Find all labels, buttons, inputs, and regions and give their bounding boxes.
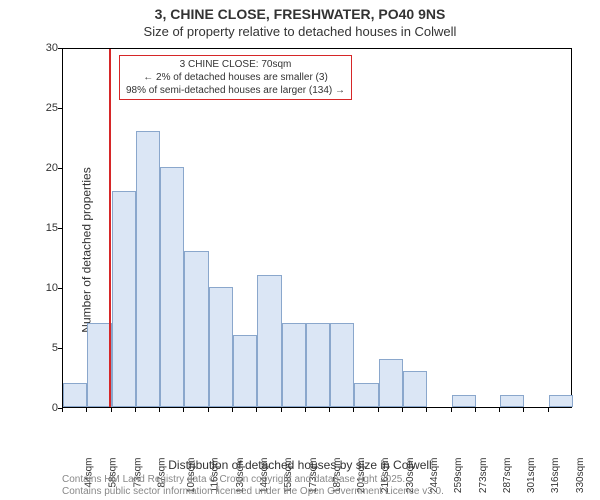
x-tick-mark <box>281 408 282 412</box>
histogram-bar <box>160 167 184 407</box>
x-tick-mark <box>159 408 160 412</box>
annotation-box: 3 CHINE CLOSE: 70sqm← 2% of detached hou… <box>119 55 352 100</box>
y-tick-label: 10 <box>46 282 58 294</box>
histogram-bar <box>354 383 378 407</box>
histogram-bar <box>87 323 111 407</box>
x-tick-mark <box>208 408 209 412</box>
histogram-bar <box>549 395 573 407</box>
histogram-bar <box>403 371 427 407</box>
x-tick-mark <box>548 408 549 412</box>
x-tick-mark <box>475 408 476 412</box>
histogram-bar <box>136 131 160 407</box>
histogram-bar <box>500 395 524 407</box>
x-tick-mark <box>62 408 63 412</box>
y-tick-label: 20 <box>46 162 58 174</box>
x-tick-mark <box>135 408 136 412</box>
y-tick-mark <box>58 288 62 289</box>
chart-container: 3, CHINE CLOSE, FRESHWATER, PO40 9NS Siz… <box>0 0 600 500</box>
y-tick-mark <box>58 48 62 49</box>
x-tick-mark <box>232 408 233 412</box>
attribution-line: Contains HM Land Registry data © Crown c… <box>62 474 444 486</box>
x-axis-label: Distribution of detached houses by size … <box>0 458 600 472</box>
x-tick-mark <box>451 408 452 412</box>
y-tick-mark <box>58 168 62 169</box>
x-tick-mark <box>426 408 427 412</box>
histogram-bar <box>257 275 281 407</box>
x-tick-mark <box>378 408 379 412</box>
histogram-bar <box>184 251 208 407</box>
y-tick-mark <box>58 108 62 109</box>
histogram-bar <box>63 383 87 407</box>
y-tick-mark <box>58 228 62 229</box>
x-tick-mark <box>353 408 354 412</box>
x-tick-mark <box>499 408 500 412</box>
x-tick-mark <box>523 408 524 412</box>
histogram-bar <box>112 191 136 407</box>
x-tick-mark <box>183 408 184 412</box>
y-tick-mark <box>58 348 62 349</box>
histogram-bar <box>379 359 403 407</box>
y-tick-label: 25 <box>46 102 58 114</box>
attribution-line: Contains public sector information licen… <box>62 486 444 498</box>
histogram-bar <box>282 323 306 407</box>
histogram-bar <box>233 335 257 407</box>
attribution: Contains HM Land Registry data © Crown c… <box>62 474 444 498</box>
chart-title: 3, CHINE CLOSE, FRESHWATER, PO40 9NS <box>0 6 600 22</box>
histogram-bar <box>330 323 354 407</box>
marker-line <box>109 49 111 407</box>
histogram-bar <box>306 323 330 407</box>
x-tick-mark <box>111 408 112 412</box>
x-tick-mark <box>329 408 330 412</box>
chart-subtitle: Size of property relative to detached ho… <box>0 24 600 39</box>
histogram-bar <box>209 287 233 407</box>
x-tick-mark <box>86 408 87 412</box>
plot-area: 3 CHINE CLOSE: 70sqm← 2% of detached hou… <box>62 48 572 408</box>
annotation-line: ← 2% of detached houses are smaller (3) <box>126 71 345 84</box>
annotation-line: 98% of semi-detached houses are larger (… <box>126 84 345 97</box>
annotation-line: 3 CHINE CLOSE: 70sqm <box>126 58 345 71</box>
x-tick-mark <box>402 408 403 412</box>
histogram-bar <box>452 395 476 407</box>
y-tick-label: 30 <box>46 42 58 54</box>
x-tick-mark <box>256 408 257 412</box>
y-tick-label: 15 <box>46 222 58 234</box>
x-tick-mark <box>305 408 306 412</box>
